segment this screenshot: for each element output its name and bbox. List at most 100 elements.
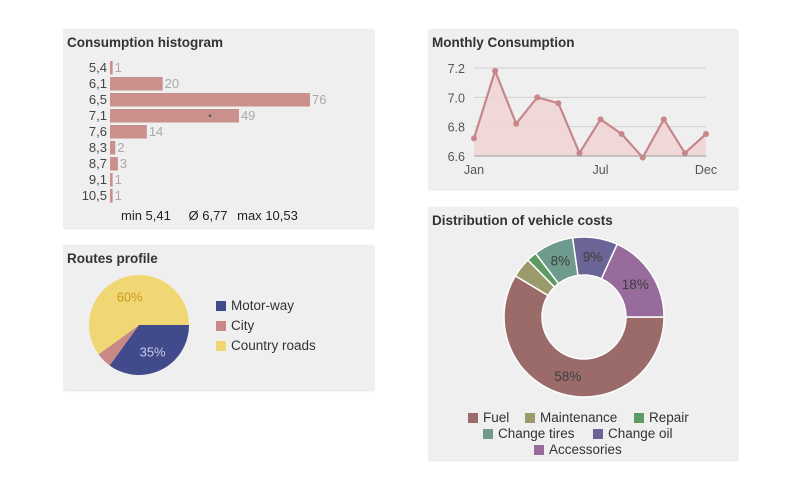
histogram-bar xyxy=(110,109,239,123)
monthly-point xyxy=(597,116,604,123)
legend-item-change-oil: Change oil xyxy=(593,426,673,441)
legend-label: Country roads xyxy=(231,338,316,353)
legend-label: Motor-way xyxy=(231,298,295,313)
stat-min: min 5,41 xyxy=(121,208,171,223)
routes-pie-slice xyxy=(98,325,139,366)
monthly-line xyxy=(472,67,707,160)
histogram-category-label: 10,5 xyxy=(82,188,107,203)
monthly-consumption-panel: Monthly Consumption 7.2 7.0 6.8 6.6 Jan Jul De… xyxy=(428,29,737,189)
legend-label: Accessories xyxy=(549,442,622,457)
histogram-stats: min 5,41 Ø 6,77 max 10,53 xyxy=(121,208,304,223)
histogram-bar xyxy=(110,125,147,139)
routes-pie-chart: 35% 60% xyxy=(89,274,189,375)
distribution-slice-label: 8% xyxy=(551,254,571,269)
legend-item-repair: Repair xyxy=(634,410,689,425)
histogram-category-label: 6,5 xyxy=(89,92,107,107)
legend-swatch xyxy=(216,301,226,311)
histogram-category-label: 5,4 xyxy=(89,60,107,75)
histogram-category-label: 7,6 xyxy=(89,124,107,139)
legend-item-country-roads: Country roads xyxy=(216,338,316,353)
histogram-bar xyxy=(110,189,113,203)
monthly-y-tick-label: 7.0 xyxy=(448,91,465,105)
monthly-point xyxy=(471,135,477,142)
histogram-bar xyxy=(110,157,118,171)
legend-swatch xyxy=(216,341,226,351)
histogram-title: Consumption histogram xyxy=(67,35,223,50)
histogram-category-label: 8,3 xyxy=(89,140,107,155)
histogram-bar xyxy=(110,173,113,187)
monthly-point xyxy=(555,100,562,107)
legend-item-accessories: Accessories xyxy=(534,442,622,457)
histogram-bar xyxy=(110,93,310,107)
histogram-value-label: 2 xyxy=(117,140,124,155)
legend-item-change-tires: Change tires xyxy=(483,426,575,441)
legend-item-city: City xyxy=(216,318,254,333)
histogram-value-label: 1 xyxy=(115,172,122,187)
legend-swatch xyxy=(634,413,644,423)
histogram-value-label: 1 xyxy=(115,60,122,75)
histogram-value-label: 1 xyxy=(115,188,122,203)
legend-swatch xyxy=(483,429,493,439)
distribution-slice xyxy=(503,274,665,398)
routes-title: Routes profile xyxy=(67,251,158,266)
legend-swatch xyxy=(468,413,478,423)
distribution-slice-label: 9% xyxy=(583,250,603,265)
histogram-value-label: 3 xyxy=(120,156,127,171)
histogram-value-label: 49 xyxy=(241,108,255,123)
stat-max: max 10,53 xyxy=(237,208,298,223)
monthly-x-tick-label: Dec xyxy=(695,163,717,177)
monthly-area xyxy=(474,70,706,158)
legend-label: City xyxy=(231,318,255,333)
histogram-category-label: 9,1 xyxy=(89,172,107,187)
routes-profile-panel: Routes profile 35% 60% Motor-way City Cou… xyxy=(63,245,373,390)
histogram-chart: 5,4 1 6,1 20 6,5 76 7,1 49 7,6 14 8,3 2 8,7 3 9,1 1 10,5… xyxy=(82,60,327,203)
monthly-point xyxy=(618,131,625,137)
vehicle-costs-donut-chart: 58% 8% 9% 18% xyxy=(503,236,665,398)
monthly-x-tick-label: Jan xyxy=(464,163,484,177)
routes-pie-slice xyxy=(89,274,189,355)
legend-swatch xyxy=(216,321,226,331)
monthly-point xyxy=(534,94,541,101)
legend-label: Maintenance xyxy=(540,410,618,425)
histogram-category-label: 6,1 xyxy=(89,76,107,91)
monthly-point xyxy=(576,150,583,157)
legend-label: Repair xyxy=(649,410,689,425)
monthly-x-tick-label: Jul xyxy=(593,163,609,177)
distribution-slice-label: 18% xyxy=(622,277,649,292)
legend-label: Fuel xyxy=(483,410,510,425)
histogram-bar xyxy=(110,141,116,155)
routes-slice-label: 35% xyxy=(140,345,166,360)
monthly-point xyxy=(513,120,520,127)
distribution-title: Distribution of vehicle costs xyxy=(432,213,613,228)
consumption-histogram-panel: Consumption histogram 5,4 1 6,1 20 6,5 76 7,1 4… xyxy=(63,29,373,228)
monthly-title: Monthly Consumption xyxy=(432,35,575,50)
histogram-value-label: 14 xyxy=(149,124,163,139)
histogram-category-label: 8,7 xyxy=(89,156,107,171)
vehicle-costs-panel: Distribution of vehicle costs 58% 8% 9% 18%… xyxy=(428,207,737,460)
legend-swatch xyxy=(534,445,544,455)
histogram-average-marker xyxy=(208,114,212,118)
histogram-value-label: 20 xyxy=(165,76,179,91)
monthly-point xyxy=(492,67,499,74)
legend-item-maintenance: Maintenance xyxy=(525,410,617,425)
legend-swatch xyxy=(525,413,535,423)
histogram-value-label: 76 xyxy=(312,92,326,107)
monthly-y-tick-label: 6.8 xyxy=(448,121,465,135)
legend-swatch xyxy=(593,429,603,439)
distribution-slice xyxy=(600,243,665,318)
stat-average: Ø 6,77 xyxy=(188,208,228,223)
monthly-point xyxy=(660,116,667,123)
legend-item-motorway: Motor-way xyxy=(216,298,294,313)
monthly-y-tick-label: 7.2 xyxy=(448,62,465,76)
legend-label: Change oil xyxy=(608,426,673,441)
routes-pie-slice xyxy=(109,325,189,375)
legend-item-fuel: Fuel xyxy=(468,410,509,425)
monthly-point xyxy=(639,154,646,161)
histogram-bar xyxy=(110,77,163,91)
monthly-point xyxy=(681,150,688,157)
legend-label: Change tires xyxy=(498,426,575,441)
monthly-y-tick-label: 6.6 xyxy=(448,150,465,164)
routes-slice-label: 60% xyxy=(117,289,143,304)
histogram-category-label: 7,1 xyxy=(89,108,107,123)
